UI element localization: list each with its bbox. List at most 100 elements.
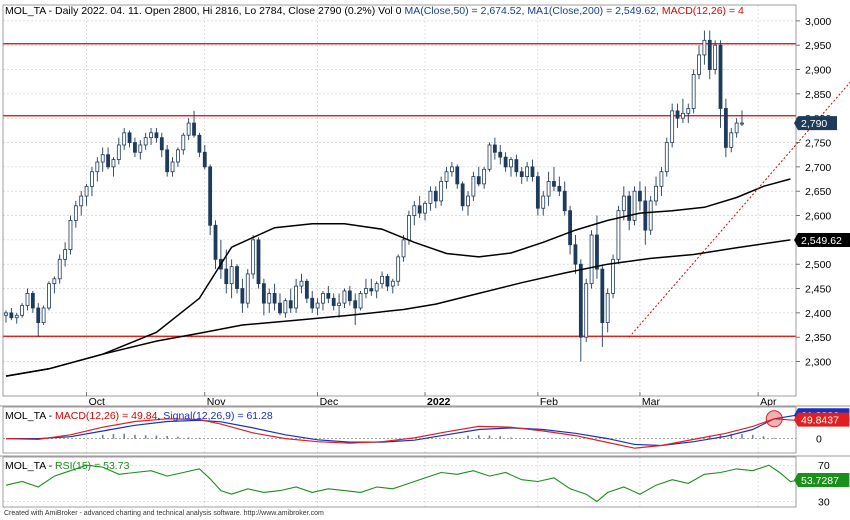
candle (100, 147, 105, 172)
candle-body-up (380, 275, 384, 285)
candle-body-up (364, 288, 368, 294)
candle (401, 235, 406, 262)
candle-body-up (487, 144, 492, 170)
candle (535, 171, 540, 216)
time-axis: Oct Nov Dec 2022 Feb Mar Apr (86, 392, 777, 408)
candle-body-down (165, 149, 170, 173)
header-part-1: MACD(12,26) = 49.84 (55, 410, 158, 422)
candle (304, 278, 309, 304)
candle (713, 40, 718, 75)
candle-body-up (251, 239, 256, 275)
candle-body-down (36, 307, 41, 324)
candle-body-down (272, 292, 277, 304)
candle-body-up (143, 137, 148, 146)
candle-body-down (326, 292, 331, 299)
candle-body-down (627, 195, 632, 221)
candle (358, 290, 363, 311)
candle-body-up (14, 314, 19, 319)
candle-body-up (729, 132, 734, 148)
candle-body-down (261, 283, 266, 304)
candle (460, 181, 465, 211)
macd-histogram (101, 433, 776, 439)
candle (36, 303, 41, 338)
candle (552, 166, 556, 192)
candle-body-down (433, 190, 438, 202)
candle-body-up (632, 190, 637, 221)
candle-body-down (127, 132, 132, 143)
candle-body-up (315, 302, 320, 309)
candle-body-up (4, 312, 8, 316)
candle-body-up (691, 74, 696, 109)
candle (331, 293, 336, 311)
candle-body-up (25, 292, 30, 306)
candle-body-up (390, 280, 395, 287)
candle-body-up (20, 305, 25, 316)
price-pane[interactable]: 3,0002,9502,9002,8502,8002,7502,7002,650… (2, 4, 850, 408)
candle (546, 171, 551, 206)
rsi-pane[interactable]: 70 30 53.7287 MOL_TA - RSI(15) = 53.73 (0, 455, 850, 508)
candle-body-up (686, 108, 691, 114)
month-label: 2022 (427, 396, 451, 408)
candle-body-up (337, 302, 341, 306)
candle-body-up (428, 190, 433, 204)
candle-body-down (30, 292, 35, 309)
candle-body-up (181, 134, 186, 151)
candle (337, 293, 341, 318)
candle (638, 181, 642, 211)
candle-body-up (100, 154, 105, 163)
rsi-value-tags: 53.7287 (794, 472, 850, 487)
candle-body-down (557, 185, 562, 192)
candle (509, 157, 513, 177)
candle (670, 103, 675, 148)
candle (396, 254, 401, 287)
candle (589, 230, 594, 289)
candle-body-down (304, 280, 309, 299)
candle-body-down (638, 190, 642, 202)
candle-body-up (358, 292, 363, 309)
rsi-tick-label: 70 (818, 460, 830, 472)
candle-body-up (616, 210, 621, 260)
candle (229, 259, 234, 299)
candle (315, 298, 320, 316)
macd-pane[interactable]: 0 61.282649.8437 MOL_TA - MACD(12,26) = … (0, 405, 850, 454)
candle-body-up (229, 266, 234, 285)
candle-body-up (541, 195, 546, 209)
candle (423, 200, 427, 221)
candle-body-up (423, 202, 427, 214)
candle (654, 176, 658, 206)
rsi-value-tag-bg (794, 472, 850, 487)
candle-body-up (605, 292, 610, 323)
candle (294, 278, 299, 313)
candle-body-down (643, 200, 648, 231)
candle-body-up (439, 181, 444, 202)
header-part-0: MOL_TA - (5, 410, 55, 422)
candle-body-up (47, 283, 51, 309)
candle (68, 215, 73, 255)
header-part-1: RSI(15) = 53.73 (55, 460, 130, 472)
candle (675, 103, 680, 128)
candle-body-up (122, 132, 127, 146)
candle-body-up (294, 285, 299, 309)
candle-body-up (589, 234, 594, 285)
candle-body-up (299, 280, 304, 287)
candle (122, 127, 127, 150)
candle (519, 166, 524, 184)
month-label: Apr (760, 396, 777, 408)
candle-body-down (213, 224, 218, 260)
candle (664, 137, 669, 177)
candle-body-down (331, 297, 336, 306)
candle-body-up (176, 149, 180, 163)
header-part-0: MOL_TA - (5, 460, 55, 472)
candle (417, 196, 422, 218)
price-value-tag-bg (794, 116, 837, 131)
price-header: MOL_TA - Daily 2022. 04. 11. Open 2800, … (5, 5, 744, 17)
candle-body-up (245, 273, 250, 304)
candle-body-up (170, 161, 175, 173)
price-tick-label: 2,600 (805, 211, 831, 223)
candle (385, 273, 390, 291)
candle (723, 98, 728, 158)
candle (95, 157, 100, 182)
candle (718, 40, 723, 128)
candle (138, 140, 143, 160)
